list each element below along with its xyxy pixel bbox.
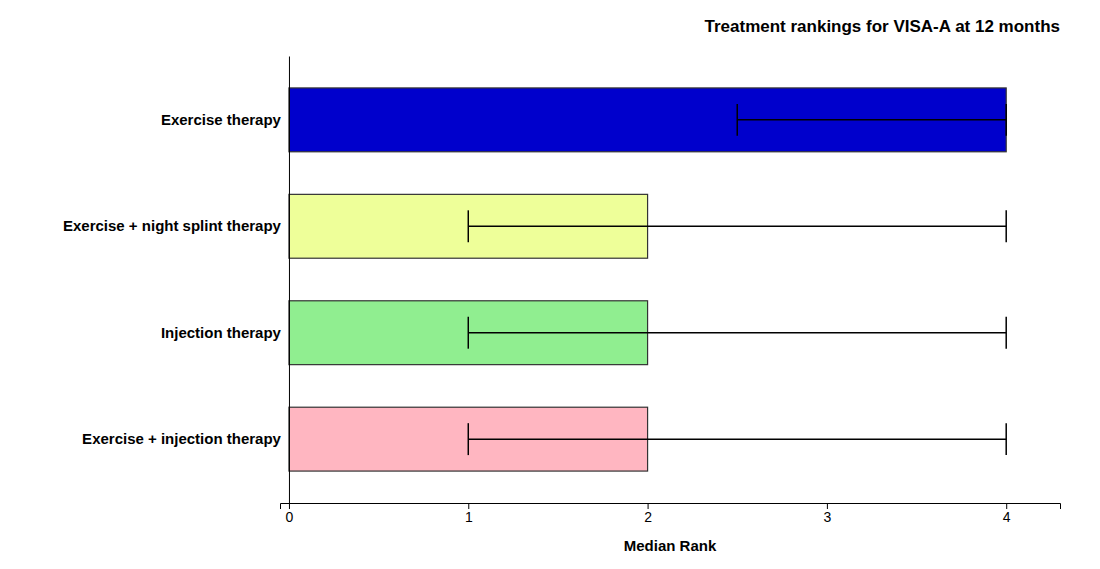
error-cap-high [1005, 317, 1007, 349]
error-bar [468, 317, 1006, 349]
x-tick-label: 1 [465, 509, 473, 525]
chart-title: Treatment rankings for VISA-A at 12 mont… [705, 17, 1061, 36]
x-tick: 0 [286, 503, 294, 525]
error-cap-low [736, 104, 738, 136]
y-tick-label: Exercise + injection therapy [82, 430, 281, 447]
error-whisker [468, 438, 1006, 440]
bar [289, 88, 1006, 152]
error-whisker [468, 332, 1006, 334]
error-cap-low [468, 317, 470, 349]
error-cap-high [1005, 423, 1007, 455]
y-tick-label: Exercise + night splint therapy [63, 217, 282, 234]
marks [289, 88, 1006, 471]
error-cap-high [1005, 210, 1007, 242]
error-bar [468, 210, 1006, 242]
y-tick-label: Injection therapy [161, 324, 282, 341]
x-axis-title: Median Rank [624, 537, 717, 554]
x-tick-label: 4 [1003, 509, 1011, 525]
x-tick-label: 2 [644, 509, 652, 525]
error-whisker [468, 226, 1006, 228]
x-axis: 0 1 2 3 4 [281, 503, 1061, 525]
y-axis-line [289, 57, 290, 504]
error-cap-low [468, 423, 470, 455]
chart-container: 0 1 2 3 4 Exercise + injection therapy Injecti… [0, 0, 1100, 569]
error-cap-low [468, 210, 470, 242]
chart-svg: 0 1 2 3 4 Exercise + injection therapy Injecti… [0, 0, 1100, 569]
x-tick: 4 [1003, 503, 1011, 525]
y-tick-label: Exercise therapy [161, 111, 282, 128]
error-whisker [737, 119, 1006, 121]
y-tick: Injection therapy [161, 324, 289, 341]
error-bar [468, 423, 1006, 455]
x-tick: 3 [823, 503, 831, 525]
plot-area: 0 1 2 3 4 Exercise + injection therapy Injecti… [63, 57, 1061, 525]
y-tick: Exercise + injection therapy [82, 430, 289, 447]
x-tick: 1 [465, 503, 473, 525]
x-tick-label: 3 [823, 509, 831, 525]
error-bar [737, 104, 1006, 136]
x-axis-line [281, 504, 1061, 510]
x-tick-label: 0 [286, 509, 294, 525]
y-axis: Exercise + injection therapy Injection th… [63, 57, 289, 504]
y-tick: Exercise + night splint therapy [63, 217, 289, 234]
y-tick: Exercise therapy [161, 111, 289, 128]
error-cap-high [1005, 104, 1007, 136]
x-tick: 2 [644, 503, 652, 525]
